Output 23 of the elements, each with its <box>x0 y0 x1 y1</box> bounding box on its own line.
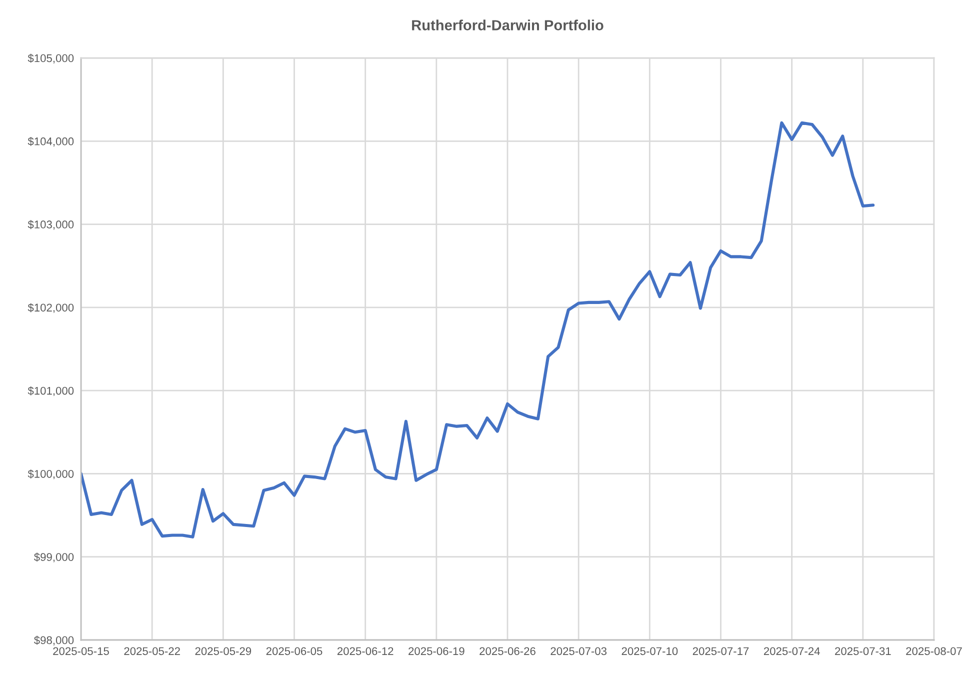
line-series <box>81 121 875 538</box>
x-tick-label: 2025-07-24 <box>764 647 820 656</box>
y-tick-label: $101,000 <box>28 386 74 396</box>
x-tick-label: 2025-07-17 <box>692 647 749 656</box>
x-tick-label: 2025-05-15 <box>53 647 109 656</box>
y-tick-label: $98,000 <box>34 636 74 646</box>
x-tick-label: 2025-06-12 <box>337 647 394 656</box>
chart-title: Rutherford-Darwin Portfolio <box>412 20 604 30</box>
x-tick-label: 2025-06-05 <box>266 647 322 656</box>
y-tick-label: $103,000 <box>28 220 74 230</box>
x-tick-label: 2025-05-29 <box>195 647 252 656</box>
x-tick-label: 2025-08-07 <box>906 647 962 656</box>
y-tick-label: $102,000 <box>28 303 74 313</box>
y-tick-label: $105,000 <box>28 54 74 64</box>
x-tick-label: 2025-07-10 <box>622 647 678 656</box>
y-tick-label: $104,000 <box>28 136 74 147</box>
y-tick-label: $99,000 <box>34 552 74 562</box>
x-tick-label: 2025-05-22 <box>124 647 180 656</box>
x-tick-label: 2025-06-19 <box>408 647 464 656</box>
x-tick-label: 2025-06-26 <box>480 647 536 656</box>
x-tick-label: 2025-07-31 <box>835 647 891 656</box>
y-tick-label: $100,000 <box>28 470 74 480</box>
x-tick-label: 2025-07-03 <box>550 647 607 656</box>
